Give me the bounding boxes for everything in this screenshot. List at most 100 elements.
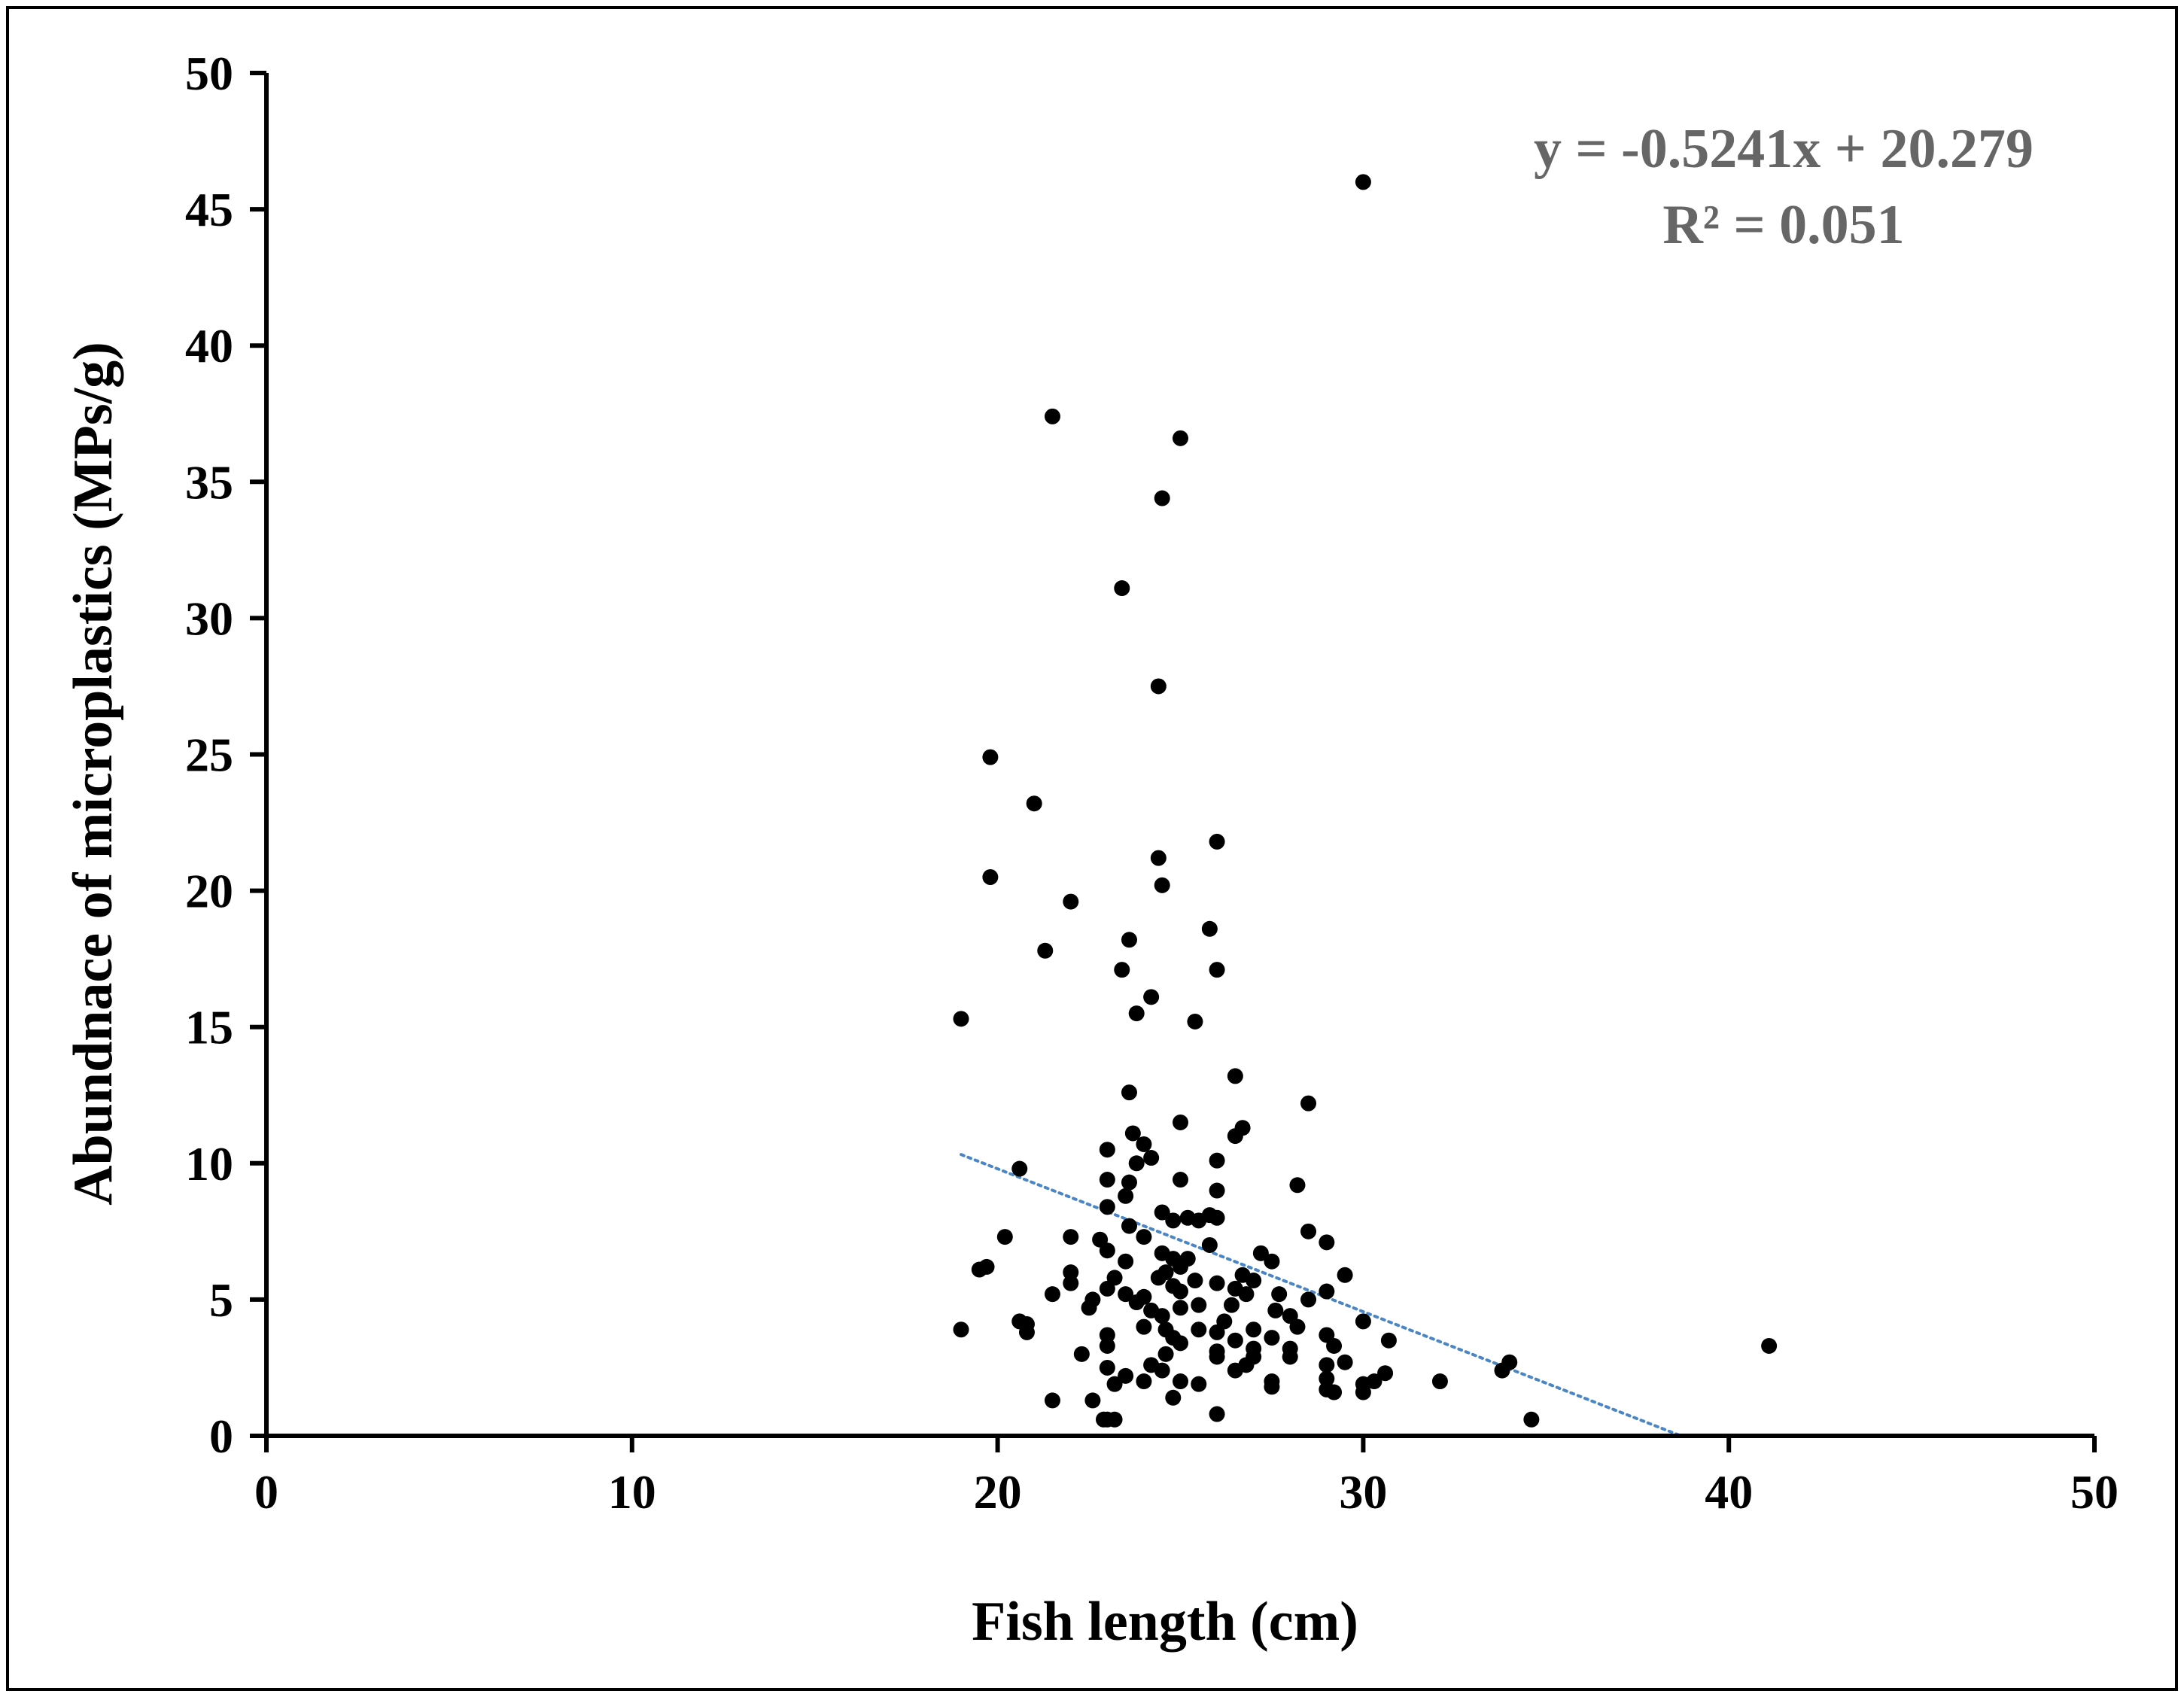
- data-point: [1154, 1308, 1170, 1324]
- data-point: [1173, 1258, 1188, 1275]
- data-point: [1099, 1142, 1115, 1158]
- data-point: [1128, 1294, 1145, 1311]
- data-point: [1150, 678, 1167, 695]
- data-point: [1494, 1362, 1510, 1379]
- y-ticks-group: 0 5 10 15 20 25 30 35 40 45 50: [185, 47, 266, 1463]
- data-point: [1209, 1406, 1225, 1422]
- data-point: [1326, 1337, 1343, 1354]
- x-tick-label: 50: [2070, 1465, 2119, 1519]
- x-tick-label: 0: [254, 1465, 278, 1519]
- data-point: [1114, 580, 1130, 597]
- data-point: [1124, 1125, 1141, 1142]
- data-point: [1063, 1264, 1079, 1281]
- y-tick-label: 20: [185, 865, 233, 918]
- data-point: [1136, 1229, 1152, 1245]
- data-point: [1118, 1367, 1134, 1384]
- data-point: [1154, 877, 1170, 893]
- data-point: [1154, 1362, 1170, 1379]
- data-point: [1099, 1327, 1115, 1343]
- data-point: [1209, 1349, 1225, 1365]
- data-point: [1128, 1005, 1145, 1022]
- data-point: [1246, 1321, 1262, 1338]
- data-point: [1136, 1318, 1152, 1335]
- data-point: [1355, 174, 1371, 190]
- data-point: [1209, 1324, 1225, 1340]
- data-point: [996, 1229, 1013, 1245]
- data-point: [1191, 1297, 1207, 1313]
- data-point: [1209, 1182, 1225, 1199]
- y-tick-label: 25: [185, 728, 233, 782]
- data-point: [1114, 962, 1130, 978]
- data-point: [1099, 1280, 1115, 1297]
- x-tick-label: 40: [1705, 1465, 1753, 1519]
- data-point: [1319, 1234, 1335, 1251]
- data-point: [1289, 1318, 1306, 1335]
- data-point: [1201, 1236, 1218, 1253]
- x-tick-label: 20: [974, 1465, 1022, 1519]
- data-point: [1227, 1362, 1243, 1379]
- data-point: [1355, 1313, 1371, 1330]
- data-point: [1018, 1324, 1035, 1340]
- data-point: [1282, 1349, 1298, 1365]
- data-point: [1106, 1411, 1123, 1428]
- y-tick-label: 40: [185, 319, 233, 373]
- axes-group: [264, 73, 2094, 1438]
- data-point: [1121, 1084, 1137, 1101]
- data-point: [1380, 1332, 1397, 1349]
- data-point: [1037, 942, 1054, 959]
- data-point: [1191, 1376, 1207, 1392]
- data-point: [1073, 1346, 1090, 1362]
- y-tick-label: 30: [185, 592, 233, 645]
- data-point: [1319, 1370, 1335, 1387]
- data-point: [1326, 1384, 1343, 1400]
- data-point: [1106, 1376, 1123, 1392]
- data-point: [1252, 1245, 1269, 1261]
- data-point: [1150, 1270, 1167, 1286]
- data-point: [1121, 1174, 1137, 1191]
- data-point: [1136, 1373, 1152, 1390]
- data-point: [1300, 1291, 1317, 1308]
- y-tick-label: 50: [185, 47, 233, 100]
- data-point: [1099, 1359, 1115, 1376]
- trendline-r-squared: R² = 0.051: [1662, 194, 1904, 256]
- data-point: [1187, 1013, 1203, 1029]
- data-point: [1227, 1068, 1243, 1084]
- data-point: [1099, 1172, 1115, 1188]
- data-point: [953, 1011, 969, 1027]
- data-point: [982, 749, 999, 765]
- data-point: [1063, 1229, 1079, 1245]
- data-point: [1201, 920, 1218, 937]
- data-point: [1224, 1297, 1240, 1313]
- y-tick-label: 45: [185, 183, 233, 236]
- data-point: [1165, 1212, 1182, 1229]
- x-ticks-group: 0 10 20 30 40 50: [254, 1436, 2119, 1519]
- y-tick-label: 10: [185, 1137, 233, 1191]
- data-point: [1118, 1188, 1134, 1204]
- data-point: [1300, 1223, 1317, 1239]
- data-point: [1238, 1286, 1255, 1303]
- data-point: [1011, 1160, 1028, 1177]
- data-point: [1191, 1321, 1207, 1338]
- data-point: [1187, 1273, 1203, 1289]
- data-point: [1063, 893, 1079, 910]
- data-point: [1523, 1411, 1540, 1428]
- data-point: [1044, 408, 1060, 424]
- x-axis-title: Fish length (cm): [972, 1591, 1358, 1653]
- data-point: [1143, 1150, 1160, 1166]
- data-point: [1118, 1286, 1134, 1303]
- trendline-equation: y = -0.5241x + 20.279: [1534, 118, 2033, 180]
- data-point: [1173, 1283, 1188, 1300]
- data-point: [978, 1258, 995, 1275]
- data-point: [1121, 1218, 1137, 1234]
- data-point: [1154, 1204, 1170, 1221]
- chart-frame: [6, 6, 2178, 1691]
- data-point: [1165, 1389, 1182, 1406]
- data-point: [1761, 1337, 1778, 1354]
- x-tick-label: 30: [1339, 1465, 1387, 1519]
- data-point: [1081, 1300, 1097, 1316]
- data-point: [1431, 1373, 1448, 1390]
- data-point: [1150, 850, 1167, 866]
- data-point: [1191, 1212, 1207, 1229]
- data-point: [1173, 1373, 1188, 1390]
